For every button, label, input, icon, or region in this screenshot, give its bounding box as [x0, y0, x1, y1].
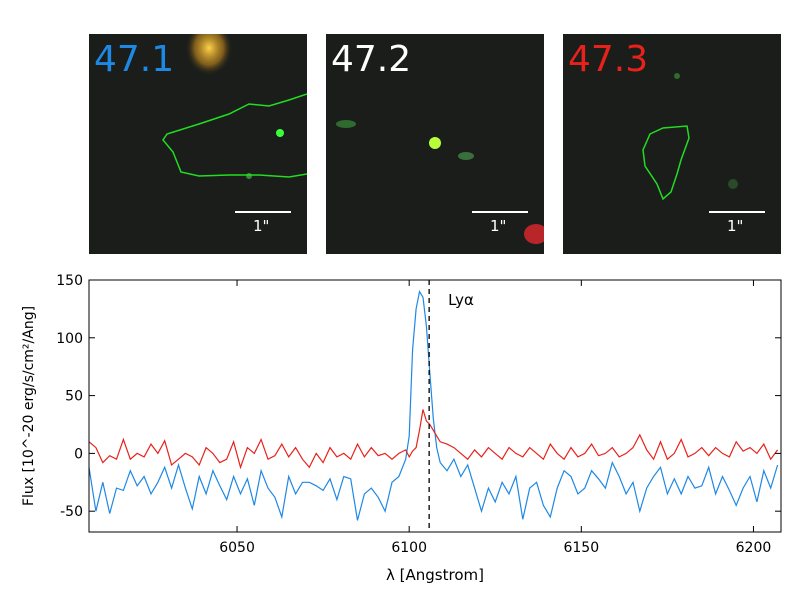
scale-label: 1" [490, 217, 507, 235]
y-tick-label: 50 [65, 389, 83, 405]
y-tick-label: 150 [56, 273, 83, 289]
contour [162, 93, 307, 178]
scale-label: 1" [727, 217, 744, 235]
stamp-label: 47.3 [568, 39, 649, 80]
x-axis-label: λ [Angstrom] [386, 566, 484, 584]
stamp-label: 47.2 [331, 39, 412, 80]
stamp-image [642, 73, 765, 213]
stamp-label: 47.1 [94, 39, 175, 80]
stamp-panel-47-1: 47.1 1" [89, 34, 307, 254]
stamp-image [336, 120, 544, 244]
faint-source [458, 152, 474, 160]
faint-source [336, 120, 356, 128]
green-source [429, 137, 441, 149]
faint-source [674, 73, 680, 79]
bright-source [185, 34, 233, 76]
red-source [524, 224, 544, 244]
y-axis-label: Flux [10^-20 erg/s/cm²/Ang] [21, 306, 37, 506]
green-source [276, 129, 284, 137]
y-tick-label: 100 [56, 331, 83, 347]
x-tick-label: 6050 [219, 540, 255, 556]
faint-source [728, 179, 738, 189]
contour [642, 125, 690, 201]
stamp-panel-47-3: 47.3 1" [563, 34, 781, 254]
series-line-0 [88, 289, 779, 521]
x-tick-label: 6100 [391, 540, 427, 556]
stamp-panel-47-2: 47.2 1" [326, 34, 544, 254]
y-tick-label: -50 [60, 504, 83, 520]
stamp-image [162, 34, 307, 213]
plot-frame [88, 279, 782, 533]
series-line-1 [88, 409, 779, 470]
scale-label: 1" [253, 217, 270, 235]
x-tick-label: 6150 [563, 540, 599, 556]
lya-label: Lyα [448, 291, 474, 309]
x-tick-label: 6200 [736, 540, 772, 556]
y-tick-label: 0 [74, 446, 83, 462]
